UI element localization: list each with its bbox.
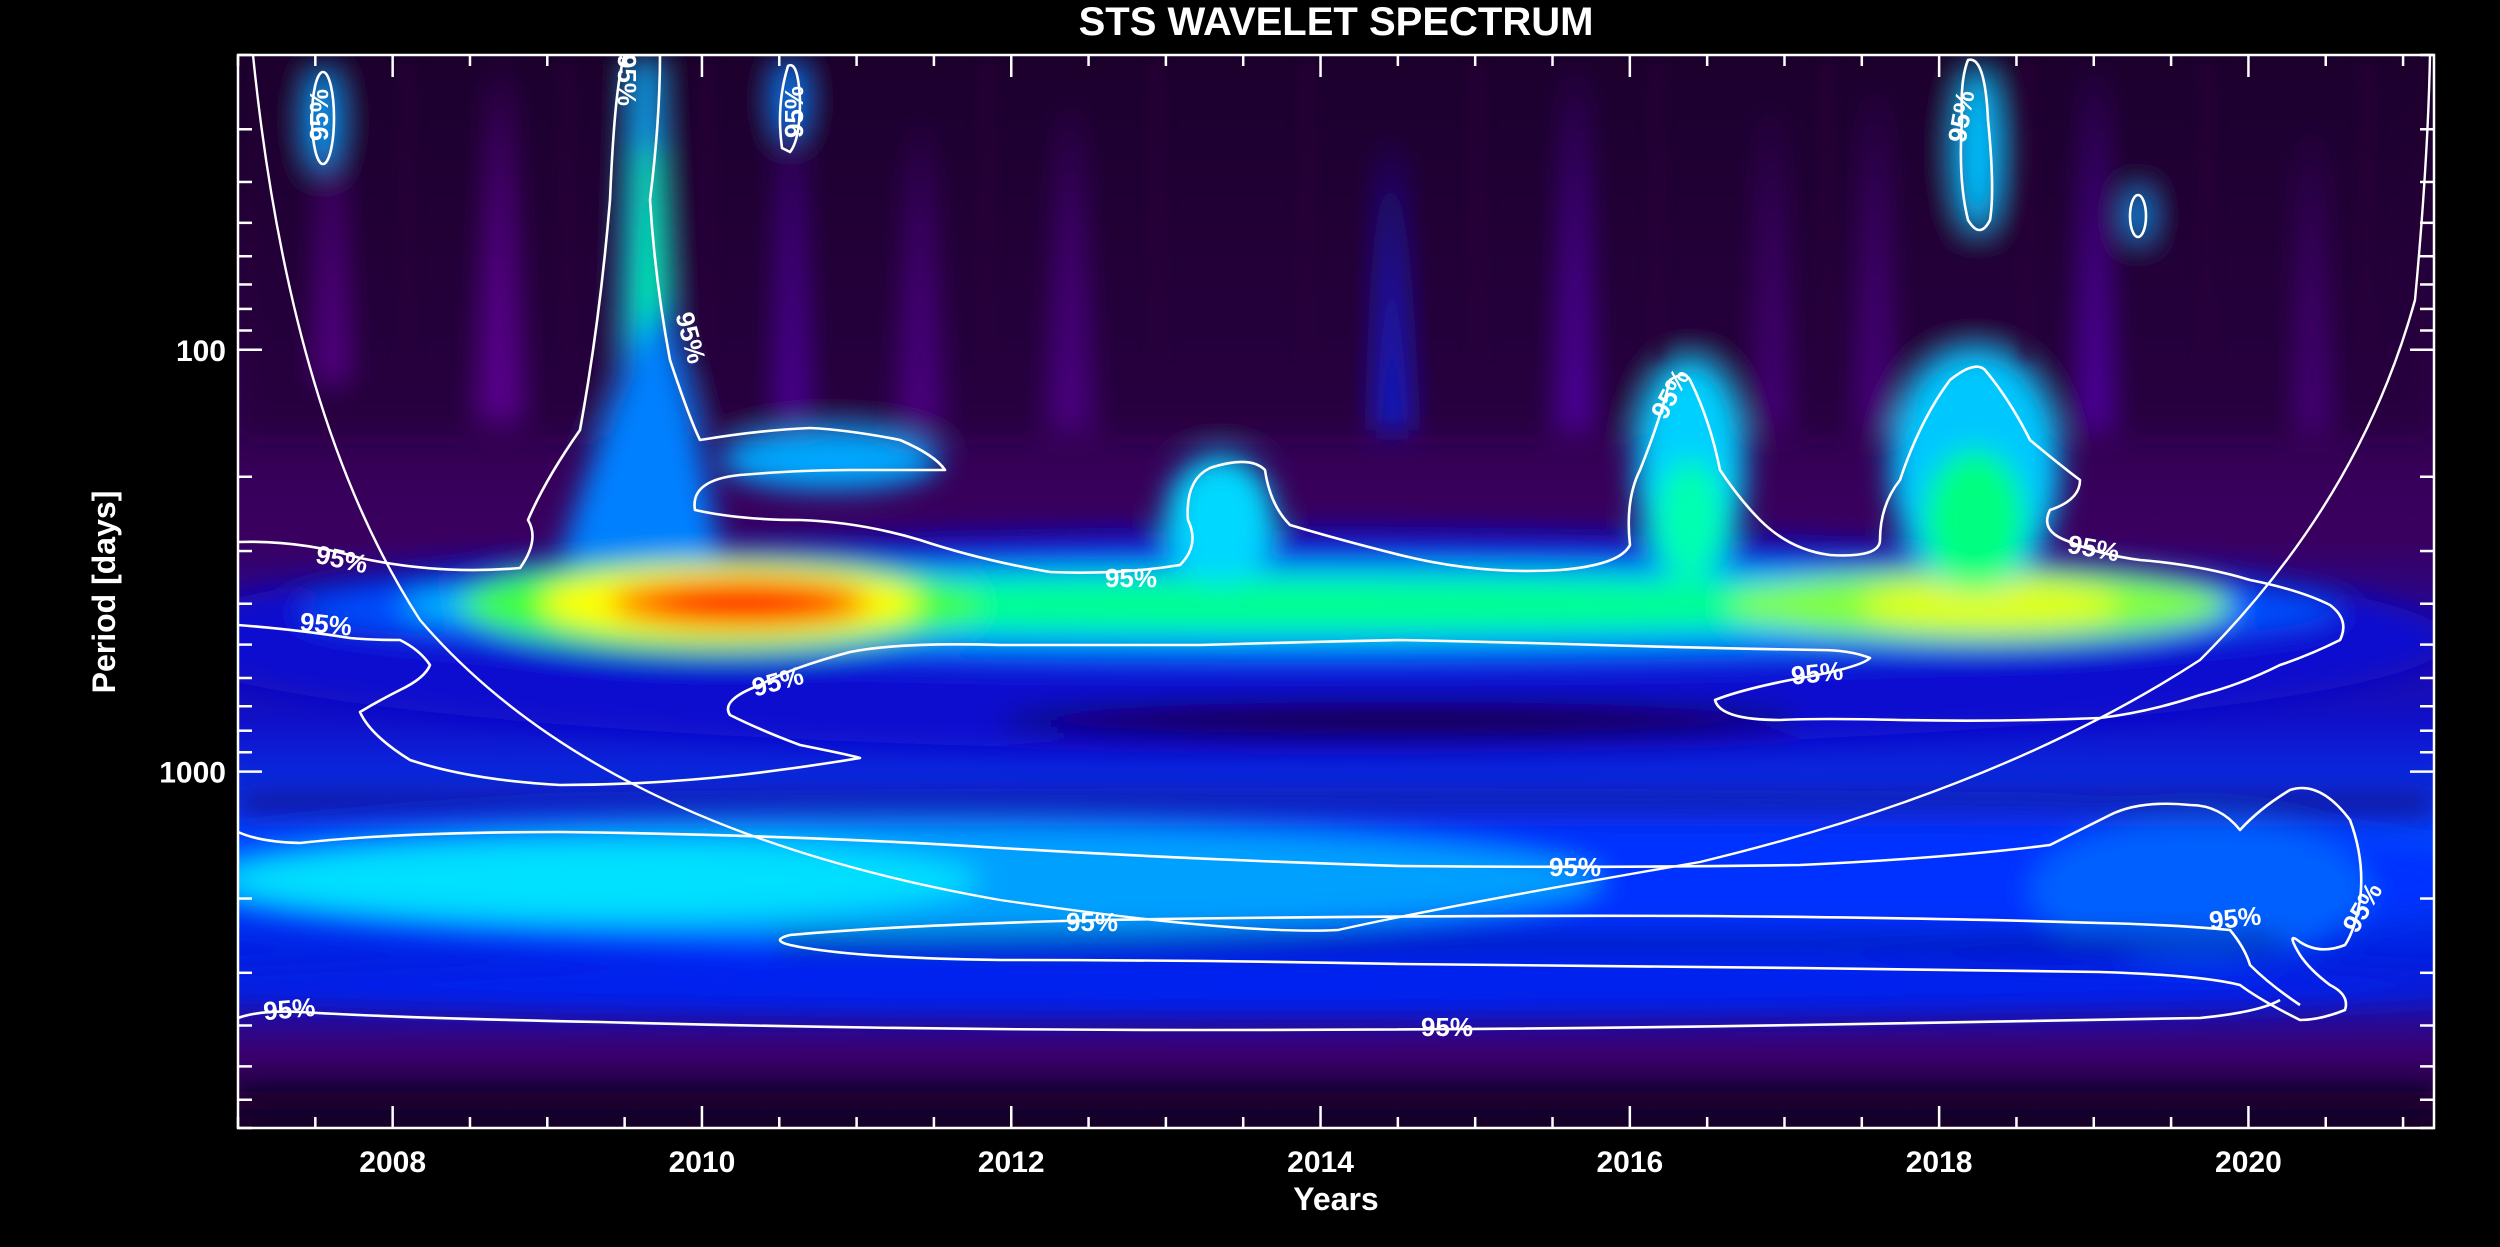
power-heatmap <box>238 55 2434 1128</box>
x-tick-label: 2008 <box>359 1146 426 1179</box>
x-tick-label: 2012 <box>978 1146 1045 1179</box>
contour-top-2019 <box>2128 193 2148 239</box>
x-axis-title: Years <box>1293 1181 1378 1217</box>
contour-label: 95% <box>298 606 353 641</box>
contour-label: 95% <box>1421 1012 1473 1042</box>
x-tick-label: 2014 <box>1287 1146 1354 1179</box>
contour-top-2007 <box>310 70 336 166</box>
contour-labels: 95% 95% 95% 95% 95% 95% 95% 95% 95% 95% … <box>262 54 2388 1042</box>
contour-top-2010a <box>778 63 802 154</box>
contour-label: 95% <box>1790 655 1845 690</box>
contour-label: 95% <box>304 89 334 141</box>
x-tick-label: 2020 <box>2215 1146 2282 1179</box>
contour-main-band <box>238 55 2345 787</box>
x-tick-label: 2016 <box>1596 1146 1663 1179</box>
contour-label: 95% <box>1066 907 1118 937</box>
y-tick-label: 1000 <box>159 757 226 790</box>
contour-label: 95% <box>1549 852 1601 882</box>
y-tick-labels: 100 1000 <box>159 335 226 790</box>
contour-label: 95% <box>1105 563 1157 593</box>
contour-top-2018 <box>1959 58 1994 232</box>
cone-of-influence <box>251 55 2432 932</box>
y-axis-title: Period [days] <box>86 491 122 694</box>
x-tick-labels: 2008 2010 2012 2014 2016 2018 2020 <box>359 1146 2282 1179</box>
x-tick-label: 2010 <box>669 1146 736 1179</box>
chart-title: STS WAVELET SPECTRUM <box>1079 0 1594 44</box>
contour-label: 95% <box>779 86 809 138</box>
axis-ticks <box>236 53 2434 1130</box>
plot-frame <box>236 53 2436 1130</box>
y-tick-label: 100 <box>176 335 226 368</box>
contour-label: 95% <box>2208 900 2263 935</box>
contour-label: 95% <box>262 992 316 1026</box>
x-tick-label: 2018 <box>1906 1146 1973 1179</box>
contour-long-1 <box>238 786 2363 1022</box>
significance-contours <box>238 55 2432 1032</box>
contour-label: 95% <box>612 54 642 106</box>
contour-long-2 <box>238 998 2281 1032</box>
